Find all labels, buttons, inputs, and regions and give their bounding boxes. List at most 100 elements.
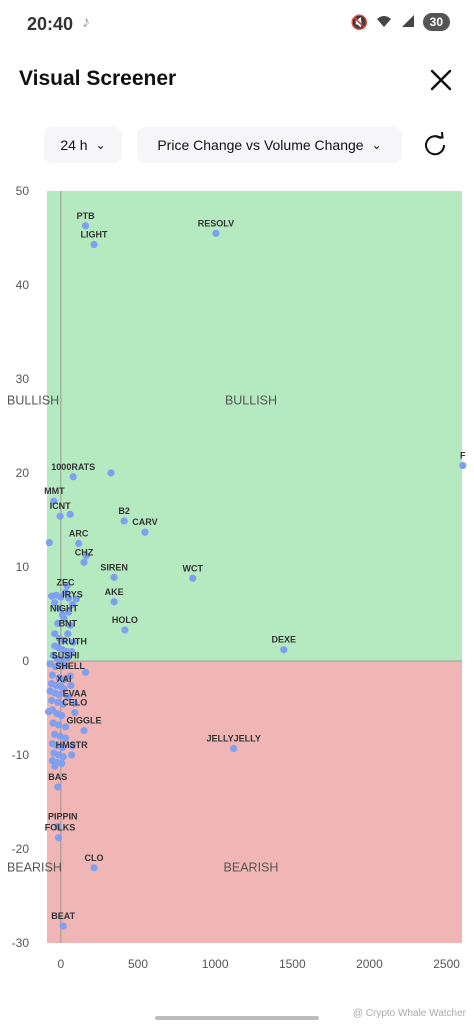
data-point bbox=[55, 691, 63, 699]
data-point bbox=[51, 762, 59, 770]
data-point bbox=[48, 671, 56, 679]
data-point bbox=[58, 711, 66, 720]
point-label: RESOLV bbox=[198, 218, 234, 228]
point-label: AKE bbox=[105, 587, 124, 597]
data-point bbox=[66, 672, 74, 680]
x-tick-label: 0 bbox=[58, 957, 65, 971]
bearish-label-center: BEARISH bbox=[224, 861, 279, 875]
point-label: ARC bbox=[69, 529, 89, 539]
data-point bbox=[60, 685, 68, 693]
data-point bbox=[51, 663, 60, 671]
watermark: @ Crypto Whale Watcher bbox=[352, 1008, 466, 1019]
point-label: JELLYJELLY bbox=[206, 733, 260, 743]
point-label: SHELL bbox=[55, 661, 85, 671]
data-point bbox=[55, 604, 63, 612]
point-label: XAI bbox=[56, 674, 71, 684]
y-tick-label: 30 bbox=[16, 372, 30, 386]
data-point bbox=[64, 608, 73, 616]
data-point bbox=[68, 751, 76, 759]
x-tick-label: 1500 bbox=[279, 957, 306, 971]
point-label: CARV bbox=[132, 517, 157, 527]
data-point bbox=[67, 681, 75, 690]
data-point bbox=[54, 619, 62, 628]
point-label: BAS bbox=[48, 772, 67, 782]
bullish-label-left: BULLISH bbox=[7, 393, 59, 407]
data-point bbox=[48, 696, 56, 705]
data-point bbox=[80, 558, 88, 566]
point-label: TRUTH bbox=[56, 637, 87, 647]
y-tick-label: 20 bbox=[16, 466, 30, 480]
x-tick-label: 500 bbox=[128, 957, 148, 971]
point-label: BNT bbox=[59, 619, 78, 629]
y-tick-label: -30 bbox=[12, 936, 30, 950]
data-point bbox=[59, 700, 67, 708]
point-label: DEXE bbox=[272, 635, 297, 645]
metric-select[interactable]: Price Change vs Volume Change ⌄ bbox=[137, 127, 402, 163]
x-tick-label: 2000 bbox=[356, 957, 383, 971]
point-label: B2 bbox=[118, 506, 130, 516]
point-label: PIPPIN bbox=[48, 811, 78, 821]
data-point bbox=[81, 222, 90, 230]
refresh-button[interactable] bbox=[419, 129, 451, 161]
point-label: CLO bbox=[85, 853, 104, 863]
data-point bbox=[49, 719, 57, 727]
point-label: HOLO bbox=[112, 615, 138, 625]
timeframe-value: 24 h bbox=[60, 137, 88, 153]
data-point bbox=[53, 742, 61, 750]
point-label: 1000RATS bbox=[51, 462, 95, 472]
status-bar: 20:40 ♪ 🔇 30 bbox=[0, 0, 474, 50]
y-tick-label: 40 bbox=[16, 278, 30, 292]
data-point bbox=[57, 593, 65, 601]
data-point bbox=[68, 648, 76, 656]
signal-icon bbox=[399, 14, 417, 31]
data-point bbox=[82, 552, 90, 560]
data-point bbox=[56, 512, 64, 520]
point-label: ICNT bbox=[50, 501, 71, 511]
data-point bbox=[59, 753, 67, 761]
bearish-label-left: BEARISH bbox=[7, 861, 62, 875]
y-tick-label: 0 bbox=[22, 654, 29, 668]
point-label: HMSTR bbox=[56, 740, 88, 750]
point-label: WCT bbox=[183, 563, 204, 573]
data-point bbox=[54, 721, 63, 729]
point-label: ZEC bbox=[57, 577, 76, 587]
status-time: 20:40 bbox=[27, 14, 74, 34]
data-point bbox=[60, 636, 68, 644]
timeframe-select[interactable]: 24 h ⌄ bbox=[44, 127, 122, 163]
data-point bbox=[54, 698, 62, 706]
data-point bbox=[107, 469, 115, 477]
home-indicator[interactable] bbox=[155, 1016, 319, 1020]
data-point bbox=[80, 726, 88, 735]
data-point bbox=[81, 668, 90, 676]
point-label: EVAA bbox=[63, 688, 88, 698]
y-tick-label: 10 bbox=[16, 560, 30, 574]
data-point bbox=[121, 626, 129, 634]
data-point bbox=[64, 630, 72, 638]
point-label: PTB bbox=[77, 211, 96, 221]
data-point bbox=[58, 656, 66, 664]
close-icon bbox=[430, 69, 452, 91]
data-point bbox=[72, 595, 80, 603]
data-point bbox=[46, 660, 54, 668]
data-point bbox=[54, 783, 62, 791]
header: Visual Screener bbox=[0, 55, 474, 105]
battery-icon: 30 bbox=[422, 13, 450, 31]
page-title: Visual Screener bbox=[19, 67, 177, 90]
data-point bbox=[90, 240, 98, 249]
close-button[interactable] bbox=[426, 65, 456, 95]
point-label: MMT bbox=[44, 486, 65, 496]
data-point bbox=[50, 497, 58, 505]
x-tick-label: 2500 bbox=[433, 957, 460, 971]
bullish-label-center: BULLISH bbox=[225, 393, 277, 407]
data-point bbox=[68, 601, 77, 609]
data-point bbox=[60, 676, 68, 684]
metric-value: Price Change vs Volume Change bbox=[157, 137, 364, 153]
point-label: GIGGLE bbox=[67, 716, 102, 726]
data-point bbox=[69, 638, 77, 646]
chevron-down-icon: ⌄ bbox=[371, 138, 382, 152]
point-label: BEAT bbox=[51, 911, 75, 921]
x-tick-label: 1000 bbox=[202, 957, 229, 971]
controls: 24 h ⌄ Price Change vs Volume Change ⌄ bbox=[0, 127, 474, 167]
data-point bbox=[54, 822, 62, 831]
data-point bbox=[71, 709, 79, 717]
